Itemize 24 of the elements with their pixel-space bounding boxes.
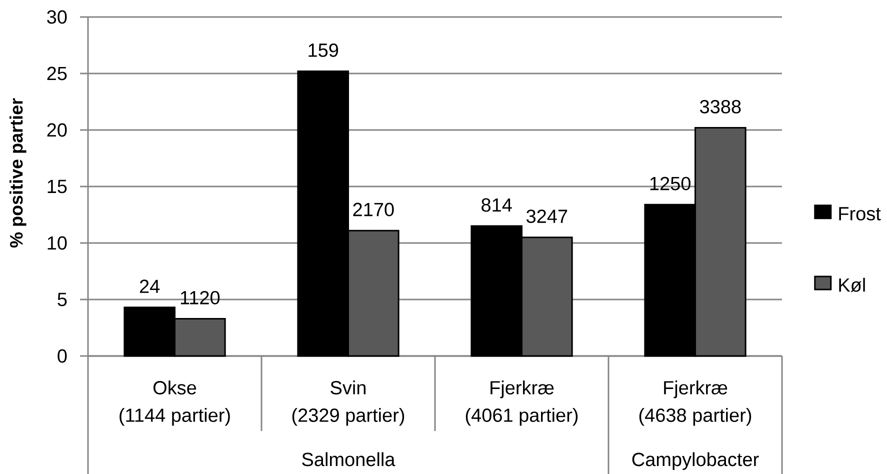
annotation: 3247 [526,210,568,224]
text: Salmonella [302,452,396,466]
y-tick-label: 5 [58,292,67,306]
annotation: 1120 [180,290,220,304]
legend-label: Køl [839,278,865,292]
y-tick-label: 10 [48,236,67,250]
x-tick-label: Svin (2329 partier) [292,380,404,426]
x-tick-label: Fjerkræ (4638 partier) [639,380,752,426]
text: Campylobacter [632,452,759,470]
y-tick-label: 30 [47,10,67,24]
y-tick-label: 15 [48,180,67,194]
y-axis-title: % positive partier [10,98,26,248]
y-tick-label: 0 [58,349,67,363]
x-tick-label: Okse (1144 partier) [120,380,230,426]
x-tick-label: Fjerkræ (4061 partier) [466,380,578,426]
y-tick-label: 20 [47,123,67,137]
annotation: 24 [140,280,160,293]
y-tick-label: 25 [47,66,67,80]
annotation: 159 [308,43,338,57]
legend-label: Frost [839,207,881,220]
annotation: 2170 [353,202,394,216]
annotation: 3388 [700,100,741,114]
annotation: 1250 [650,176,690,190]
annotation: 814 [482,198,512,212]
